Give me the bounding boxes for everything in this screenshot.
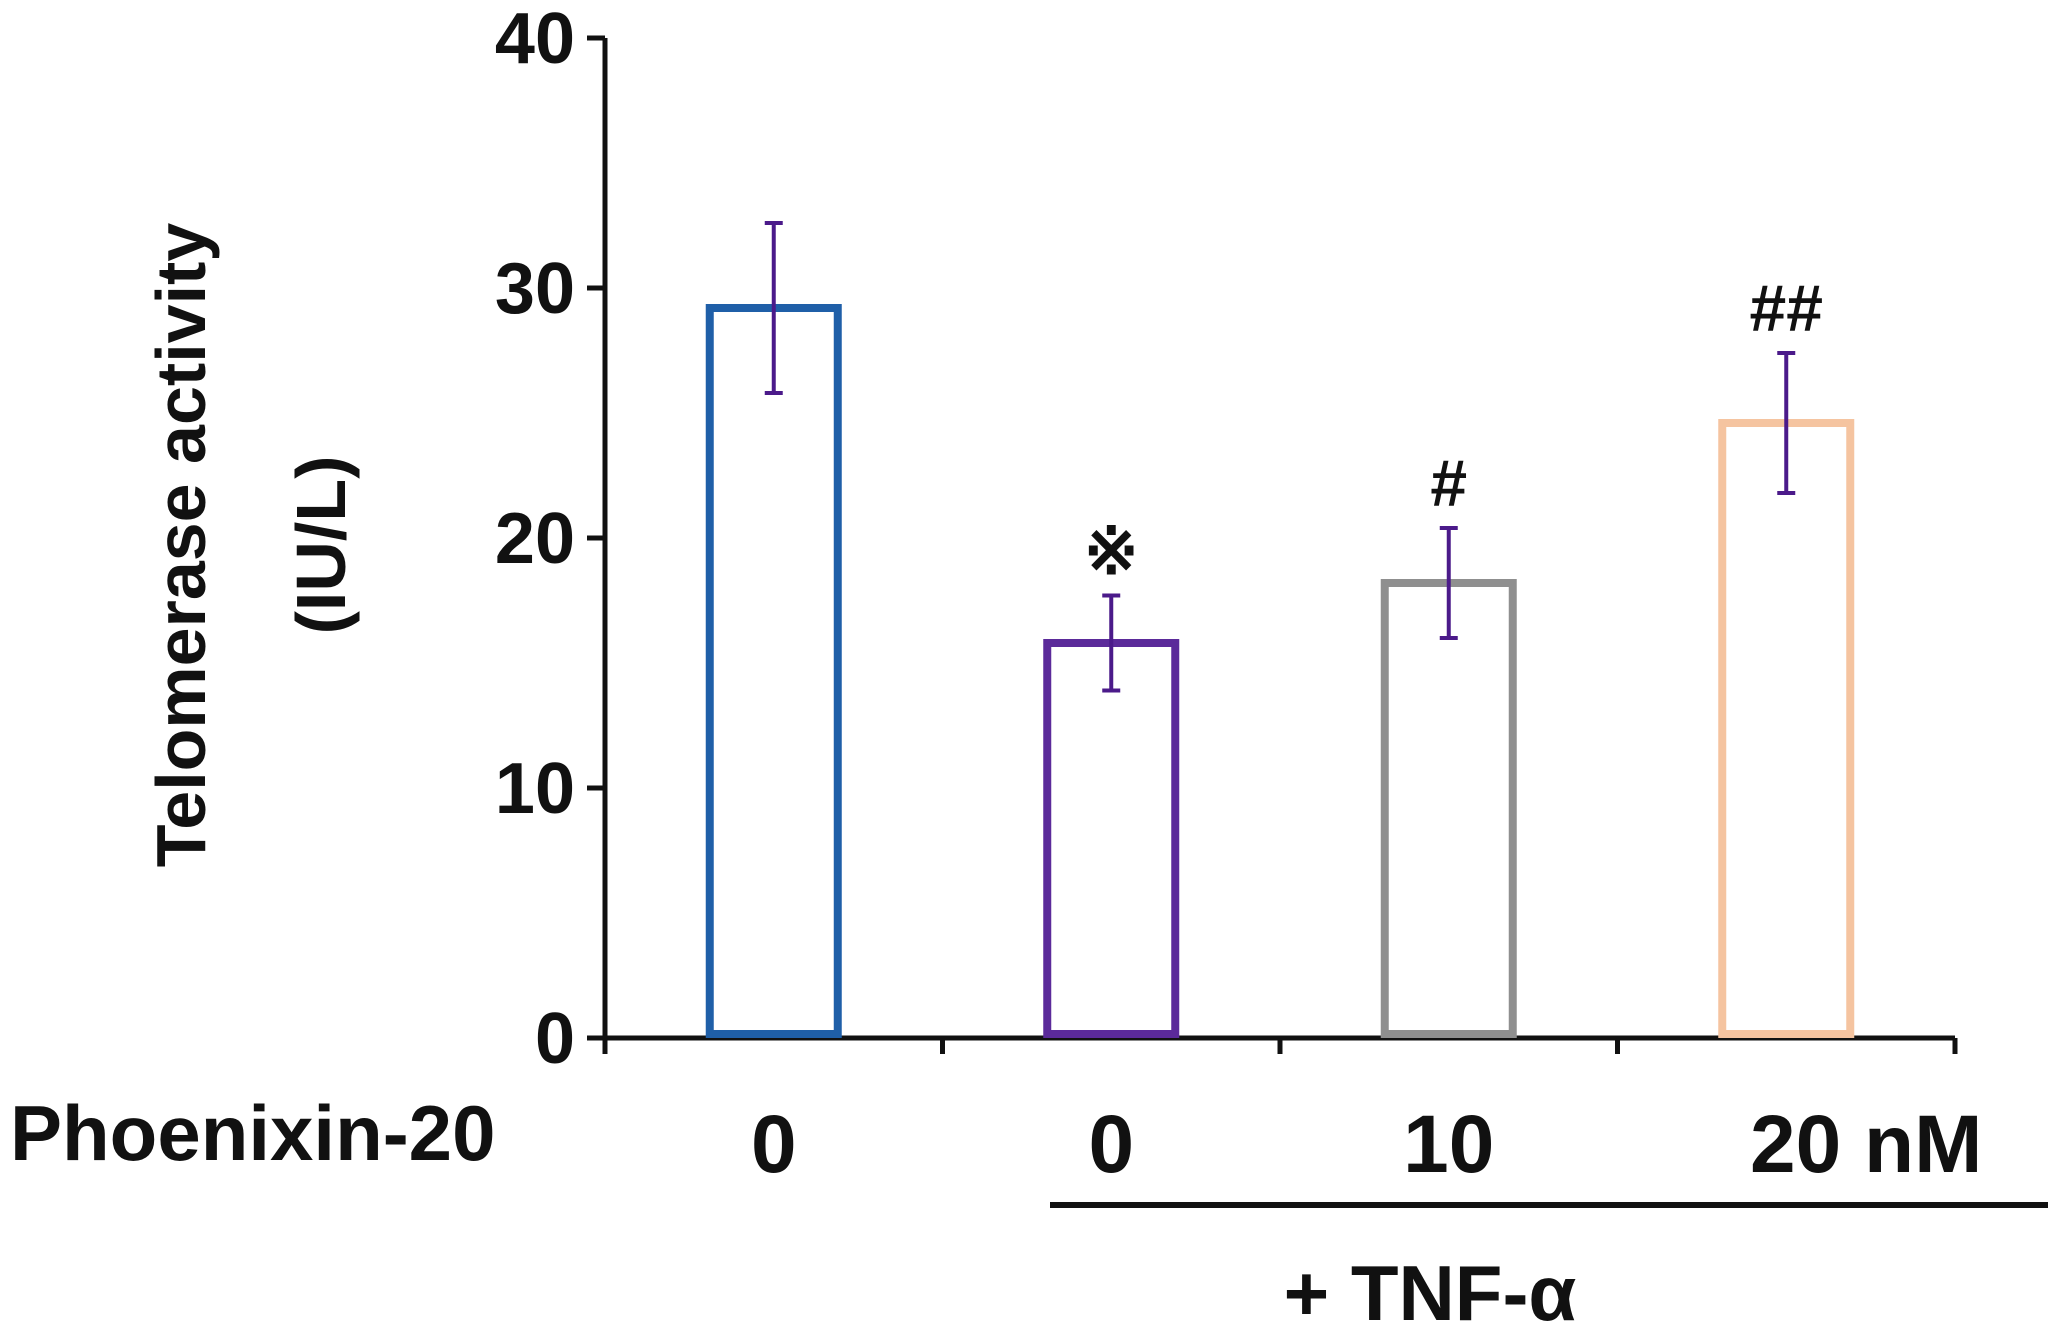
y-tick-label: 20 [495,499,575,579]
y-tick-label: 0 [535,999,575,1079]
significance-marker: # [1430,446,1467,520]
y-axis-label-line-2: (IU/L) [282,456,360,635]
y-tick-label: 40 [495,0,575,79]
x-category-label: 0 [1088,1099,1134,1190]
x-category-label: 20 nM [1750,1099,1982,1190]
x-category-label: 10 [1403,1099,1494,1190]
bar [1718,419,1855,1038]
x-category-label: 0 [751,1099,797,1190]
phoenixin-row-label: Phoenixin-20 [10,1089,495,1177]
significance-marker: ## [1750,271,1823,345]
significance-marker: ※ [1084,514,1139,588]
bar [1043,639,1180,1038]
y-tick-label: 30 [495,249,575,329]
bar [705,304,842,1038]
y-axis-label-line-1: Telomerase activity [142,223,220,868]
tnf-group-label: + TNF-α [1284,1249,1577,1332]
bar [1380,579,1517,1038]
y-axis-label: Telomerase activity (IU/L) [142,223,360,868]
y-tick-label: 10 [495,749,575,829]
plot-area: 0 10 20 30 40 0 ※ 0 #10 ## 20 nM [495,0,1983,1190]
